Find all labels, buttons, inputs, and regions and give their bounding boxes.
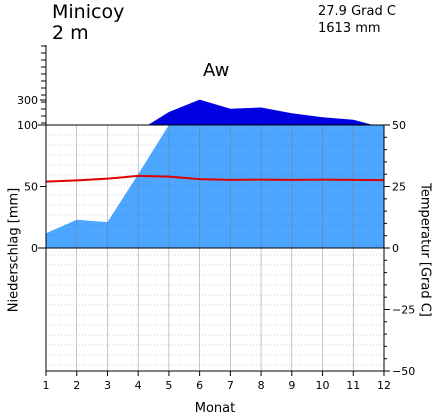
x-tick-label: 3 bbox=[104, 379, 111, 392]
x-tick-label: 2 bbox=[73, 379, 80, 392]
humid-precipitation-area bbox=[148, 99, 373, 125]
station-elevation: 2 m bbox=[52, 22, 89, 44]
temperature-line bbox=[45, 174, 385, 183]
y-axis-right-label: Temperatur [Grad C] bbox=[417, 183, 433, 317]
y-axis-left-label: Niederschlag [mm] bbox=[6, 187, 22, 313]
left-tick-label: 0 bbox=[31, 242, 38, 255]
x-tick-label: 11 bbox=[346, 379, 360, 392]
x-tick-label: 4 bbox=[135, 379, 142, 392]
right-tick-label: 0 bbox=[392, 242, 399, 255]
x-tick-label: 10 bbox=[316, 379, 330, 392]
climate-class: Aw bbox=[203, 60, 230, 81]
precipitation-area bbox=[46, 125, 384, 248]
x-tick-label: 1 bbox=[43, 379, 50, 392]
left-tick-label: 50 bbox=[24, 181, 38, 194]
left-tick-label: 100 bbox=[17, 119, 38, 132]
annual-precipitation: 1613 mm bbox=[318, 21, 381, 36]
x-tick-label: 8 bbox=[258, 379, 265, 392]
mean-temperature: 27.9 Grad C bbox=[318, 4, 396, 19]
x-tick-label: 9 bbox=[288, 379, 295, 392]
x-tick-label: 5 bbox=[165, 379, 172, 392]
station-name: Minicoy bbox=[52, 1, 125, 23]
x-tick-label: 12 bbox=[377, 379, 391, 392]
left-tick-label: 300 bbox=[17, 94, 38, 107]
right-tick-label: −50 bbox=[392, 365, 415, 378]
right-tick-label: 50 bbox=[392, 119, 406, 132]
x-axis-label: Monat bbox=[194, 401, 236, 416]
x-tick-label: 7 bbox=[227, 379, 234, 392]
right-tick-label: −25 bbox=[392, 304, 415, 317]
right-tick-label: 25 bbox=[392, 181, 406, 194]
x-tick-label: 6 bbox=[196, 379, 203, 392]
